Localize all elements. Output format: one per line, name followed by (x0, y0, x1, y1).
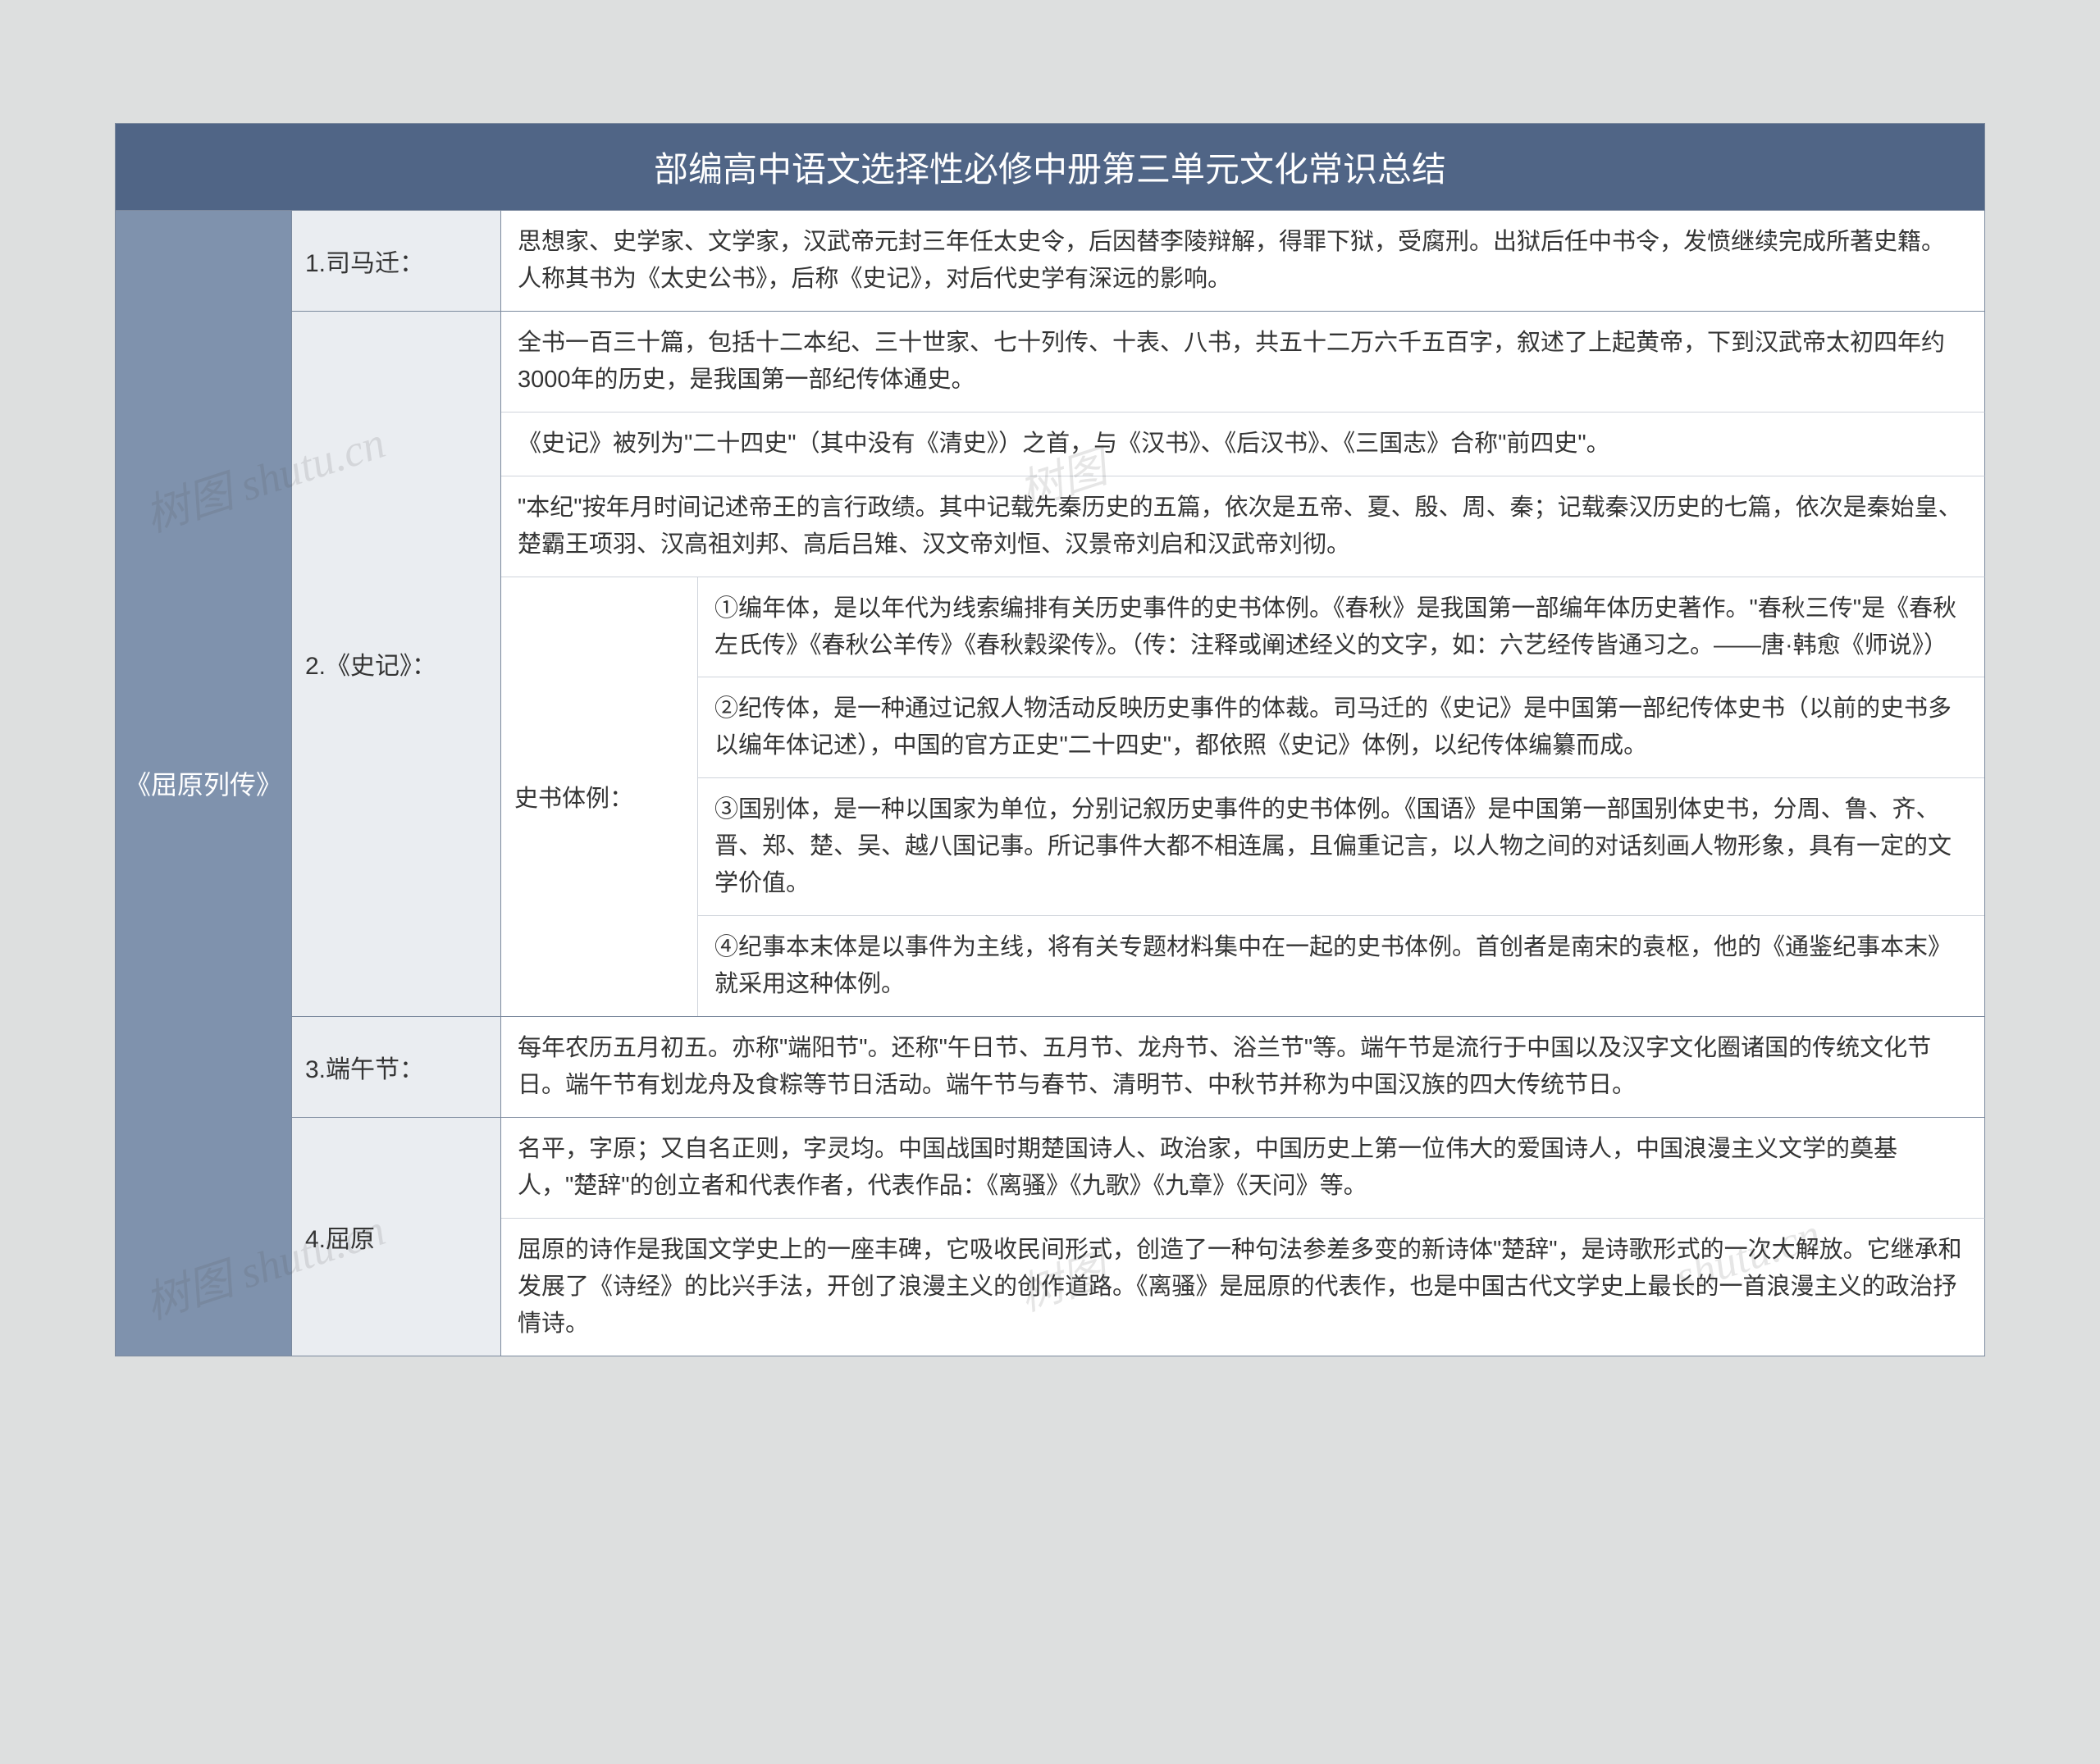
root-label: 《屈原列传》 (116, 211, 292, 1356)
section-content: 每年农历五月初五。亦称"端阳节"。还称"午日节、五月节、龙舟节、浴兰节"等。端午… (501, 1017, 1985, 1117)
content-cell: ④纪事本末体是以事件为主线，将有关专题材料集中在一起的史书体例。首创者是南宋的袁… (698, 916, 1984, 1016)
content-cell: "本纪"按年月时间记述帝王的言行政绩。其中记载先秦历史的五篇，依次是五帝、夏、殷… (501, 476, 1985, 577)
content-cell: 思想家、史学家、文学家，汉武帝元封三年任太史令，后因替李陵辩解，得罪下狱，受腐刑… (501, 211, 1985, 311)
subgroup-content: ①编年体，是以年代为线索编排有关历史事件的史书体例。《春秋》是我国第一部编年体历… (698, 577, 1984, 1016)
content-cell: 名平，字原；又自名正则，字灵均。中国战国时期楚国诗人、政治家，中国历史上第一位伟… (501, 1118, 1985, 1219)
section-row: 1.司马迁： 思想家、史学家、文学家，汉武帝元封三年任太史令，后因替李陵辩解，得… (292, 211, 1985, 312)
title-bar: 部编高中语文选择性必修中册第三单元文化常识总结 (115, 123, 1985, 211)
content-cell: 每年农历五月初五。亦称"端阳节"。还称"午日节、五月节、龙舟节、浴兰节"等。端午… (501, 1017, 1985, 1117)
section-label: 2.《史记》： (292, 312, 501, 1016)
section-content: 名平，字原；又自名正则，字灵均。中国战国时期楚国诗人、政治家，中国历史上第一位伟… (501, 1118, 1985, 1356)
section-label: 1.司马迁： (292, 211, 501, 311)
section-label: 3.端午节： (292, 1017, 501, 1117)
section-row: 4.屈原 名平，字原；又自名正则，字灵均。中国战国时期楚国诗人、政治家，中国历史… (292, 1118, 1985, 1356)
subgroup: 史书体例： ①编年体，是以年代为线索编排有关历史事件的史书体例。《春秋》是我国第… (501, 577, 1985, 1016)
diagram-container: 部编高中语文选择性必修中册第三单元文化常识总结 《屈原列传》 1.司马迁： 思想… (115, 123, 1985, 1356)
content-cell: 全书一百三十篇，包括十二本纪、三十世家、七十列传、十表、八书，共五十二万六千五百… (501, 312, 1985, 413)
section-content: 思想家、史学家、文学家，汉武帝元封三年任太史令，后因替李陵辩解，得罪下狱，受腐刑… (501, 211, 1985, 311)
main-grid: 《屈原列传》 1.司马迁： 思想家、史学家、文学家，汉武帝元封三年任太史令，后因… (115, 211, 1985, 1356)
content-cell: ①编年体，是以年代为线索编排有关历史事件的史书体例。《春秋》是我国第一部编年体历… (698, 577, 1984, 678)
content-cell: 《史记》被列为"二十四史"（其中没有《清史》）之首，与《汉书》、《后汉书》、《三… (501, 413, 1985, 476)
section-label: 4.屈原 (292, 1118, 501, 1356)
section-row: 3.端午节： 每年农历五月初五。亦称"端阳节"。还称"午日节、五月节、龙舟节、浴… (292, 1017, 1985, 1118)
section-row: 2.《史记》： 全书一百三十篇，包括十二本纪、三十世家、七十列传、十表、八书，共… (292, 312, 1985, 1017)
subgroup-label: 史书体例： (501, 577, 698, 1016)
content-cell: 屈原的诗作是我国文学史上的一座丰碑，它吸收民间形式，创造了一种句法参差多变的新诗… (501, 1219, 1985, 1356)
content-cell: ③国别体，是一种以国家为单位，分别记叙历史事件的史书体例。《国语》是中国第一部国… (698, 778, 1984, 916)
sections-column: 1.司马迁： 思想家、史学家、文学家，汉武帝元封三年任太史令，后因替李陵辩解，得… (292, 211, 1985, 1356)
content-cell: ②纪传体，是一种通过记叙人物活动反映历史事件的体裁。司马迁的《史记》是中国第一部… (698, 677, 1984, 778)
section-content: 全书一百三十篇，包括十二本纪、三十世家、七十列传、十表、八书，共五十二万六千五百… (501, 312, 1985, 1016)
